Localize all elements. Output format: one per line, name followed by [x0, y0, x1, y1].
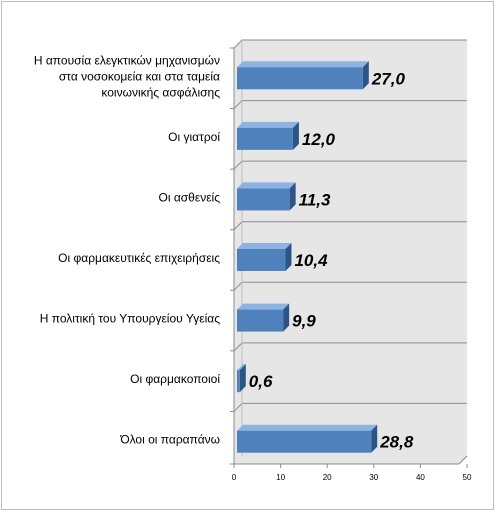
bar-top-face — [237, 424, 378, 431]
bar — [237, 309, 284, 332]
bar — [237, 370, 240, 393]
category-label: στα νοσοκομεία και στα ταμεία — [59, 69, 220, 83]
category-label: Οι γιατροί — [168, 130, 220, 144]
bar-top-face — [237, 182, 296, 189]
category-label: Όλοι οι παραπάνω — [119, 433, 220, 447]
category-label: κοινωνικής ασφάλισης — [101, 85, 220, 99]
bar — [237, 249, 286, 271]
bar-side-face — [283, 303, 290, 332]
data-label: 27,0 — [371, 69, 406, 88]
bar-side-face — [285, 243, 292, 271]
x-tick-label: 30 — [369, 473, 378, 482]
gridline-diagonal — [233, 100, 243, 109]
bar-side-face — [292, 121, 299, 150]
data-label: 10,4 — [294, 251, 328, 270]
category-label: Η πολιτική του Υπουργείου Υγείας — [40, 312, 220, 326]
x-tick-label: 10 — [276, 473, 285, 482]
gridline-diagonal — [233, 403, 243, 412]
bar-top-face — [237, 364, 246, 371]
bar — [237, 67, 363, 90]
bar — [237, 127, 293, 150]
bar — [237, 188, 290, 211]
bar-top-face — [237, 121, 299, 128]
category-label: Οι φαρμακοποιοί — [130, 372, 220, 386]
data-label: 0,6 — [249, 372, 273, 391]
x-tick-label: 40 — [416, 473, 425, 482]
gridline-diagonal — [233, 39, 243, 49]
bar-top-face — [237, 303, 290, 310]
bar-side-face — [371, 424, 378, 453]
category-label: Οι ασθενείς — [159, 190, 221, 204]
bar-side-face — [362, 61, 369, 90]
bar-top-face — [237, 243, 292, 249]
x-axis-depth — [458, 455, 468, 465]
data-label: 9,9 — [292, 312, 316, 331]
data-label: 12,0 — [302, 130, 336, 149]
bar-top-face — [237, 61, 369, 68]
category-label: Η απουσία ελεγκτικών μηχανισμών — [34, 53, 220, 67]
gridline-diagonal — [233, 160, 243, 170]
gridline-diagonal — [233, 342, 243, 352]
category-label: Οι φαρμακευτικές επιχειρήσεις — [58, 251, 220, 265]
bar — [237, 430, 372, 453]
data-label: 28,8 — [379, 433, 414, 452]
bar-side-face — [289, 182, 296, 211]
bar-side-face — [239, 364, 246, 393]
x-tick-label: 20 — [323, 473, 332, 482]
x-tick-label: 0 — [232, 473, 237, 482]
gridline-diagonal — [233, 281, 243, 291]
x-tick-label: 50 — [463, 473, 472, 482]
data-label: 11,3 — [299, 190, 331, 209]
gridline-diagonal — [233, 221, 243, 231]
